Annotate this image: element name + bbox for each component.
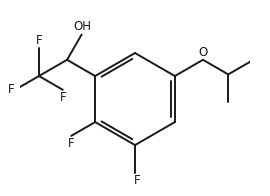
Text: O: O (199, 46, 208, 59)
Text: F: F (36, 34, 42, 47)
Text: F: F (60, 91, 67, 104)
Text: F: F (68, 137, 74, 150)
Text: F: F (7, 83, 14, 96)
Text: OH: OH (73, 20, 91, 33)
Text: F: F (134, 174, 141, 187)
